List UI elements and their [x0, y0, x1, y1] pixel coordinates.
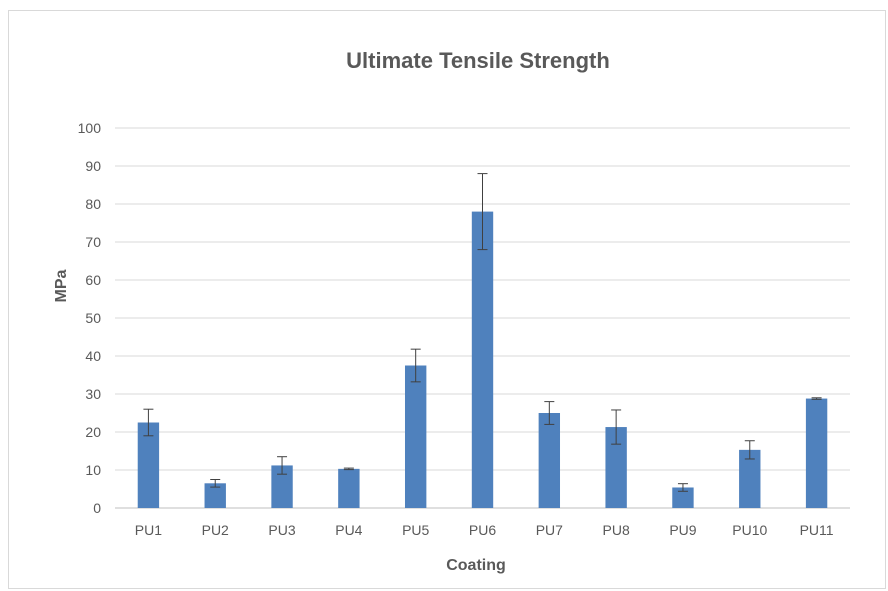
- y-tick-label: 0: [93, 500, 101, 516]
- bar: [471, 211, 494, 508]
- bar: [338, 468, 360, 508]
- bar: [739, 449, 761, 508]
- y-tick-label: 10: [85, 462, 101, 478]
- x-axis-title: Coating: [446, 557, 506, 574]
- y-tick-label: 40: [85, 348, 101, 364]
- error-bar: [277, 456, 288, 475]
- x-tick-labels: PU1 PU2 PU3 PU4 PU5 PU6 PU7 PU8 PU9 PU10 PU11: [135, 522, 834, 538]
- x-tick-label: PU3: [268, 522, 295, 538]
- error-bar: [143, 408, 154, 437]
- bar: [271, 465, 293, 508]
- y-tick-label: 50: [85, 310, 101, 326]
- y-tick-label: 60: [85, 272, 101, 288]
- bar: [672, 487, 694, 508]
- y-axis-title: MPa: [53, 269, 70, 302]
- error-bar: [410, 348, 421, 383]
- bar: [805, 398, 828, 508]
- bar: [137, 422, 160, 508]
- y-tick-label: 30: [85, 386, 101, 402]
- bars: [137, 211, 828, 508]
- y-tick-labels: 0 10 20 30 40 50 60 70 80 90 100: [78, 120, 102, 516]
- bar: [204, 483, 226, 508]
- error-bar: [677, 483, 688, 492]
- error-bar: [477, 173, 488, 251]
- error-bar: [811, 397, 822, 400]
- error-bar: [611, 409, 622, 445]
- x-tick-label: PU10: [732, 522, 767, 538]
- error-bar: [544, 401, 555, 425]
- y-tick-label: 80: [85, 196, 101, 212]
- x-tick-label: PU1: [135, 522, 162, 538]
- x-tick-label: PU11: [800, 522, 834, 538]
- bar: [538, 413, 561, 508]
- x-tick-label: PU7: [536, 522, 563, 538]
- bar: [605, 427, 627, 508]
- x-tick-label: PU5: [402, 522, 429, 538]
- y-tick-label: 20: [85, 424, 101, 440]
- bar: [404, 365, 427, 508]
- x-tick-label: PU6: [469, 522, 496, 538]
- chart-title: Ultimate Tensile Strength: [346, 48, 610, 73]
- error-bar: [744, 440, 755, 460]
- x-tick-label: PU8: [603, 522, 630, 538]
- x-tick-label: PU9: [669, 522, 696, 538]
- y-tick-label: 100: [78, 120, 102, 136]
- x-tick-label: PU2: [202, 522, 229, 538]
- x-tick-label: PU4: [335, 522, 362, 538]
- y-tick-label: 90: [85, 158, 101, 174]
- error-bars: [143, 173, 822, 492]
- error-bar: [210, 479, 221, 488]
- error-bar: [343, 467, 354, 471]
- y-tick-label: 70: [85, 234, 101, 250]
